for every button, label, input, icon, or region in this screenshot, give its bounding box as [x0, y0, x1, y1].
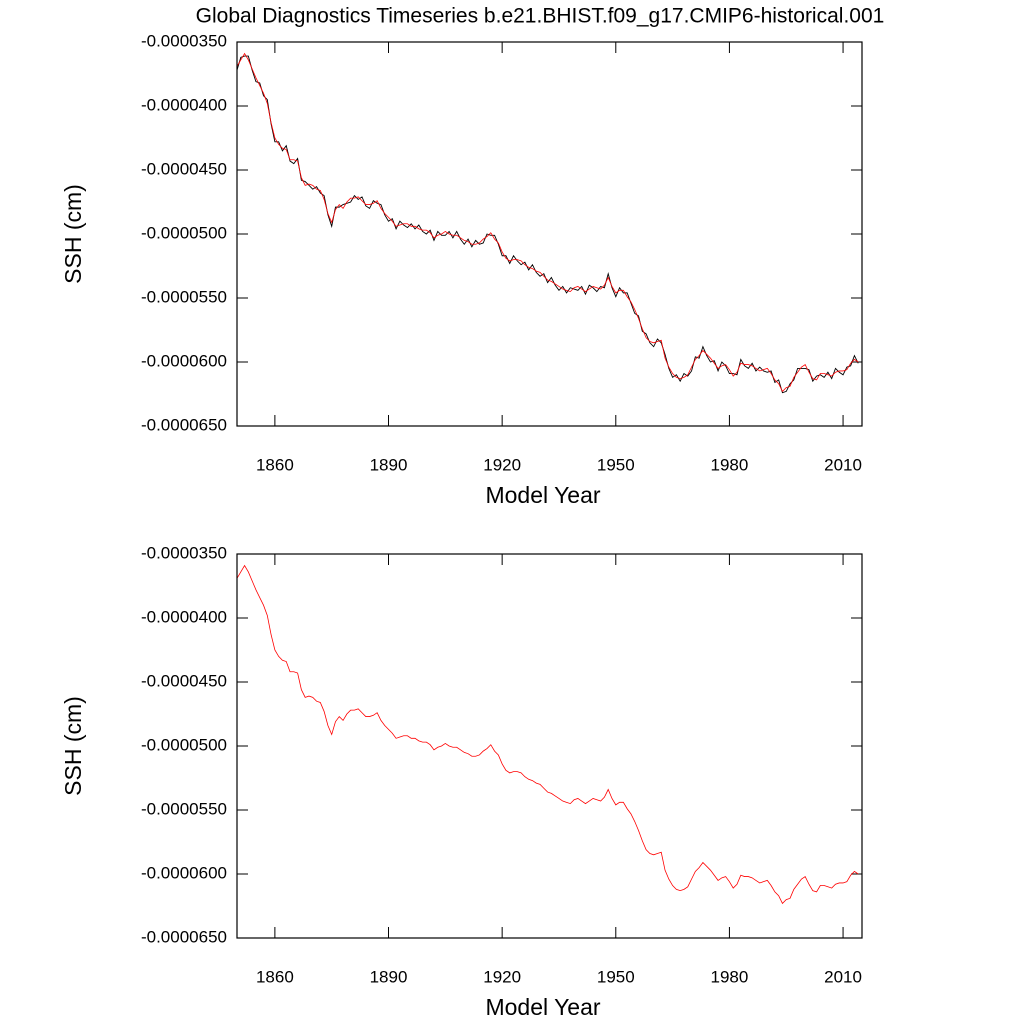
x-tick-label: 2010 [824, 455, 862, 474]
x-axis-label: Model Year [485, 482, 600, 508]
x-tick-label: 1860 [256, 967, 294, 986]
x-tick-label: 1980 [711, 455, 749, 474]
y-tick-label: -0.0000350 [141, 31, 227, 50]
y-tick-label: -0.0000650 [141, 927, 227, 946]
y-tick-label: -0.0000600 [141, 863, 227, 882]
y-axis-label: SSH (cm) [60, 184, 86, 284]
y-tick-label: -0.0000650 [141, 415, 227, 434]
x-tick-label: 1950 [597, 455, 635, 474]
x-tick-label: 1920 [483, 455, 521, 474]
y-tick-label: -0.0000450 [141, 159, 227, 178]
chart-title: Global Diagnostics Timeseries b.e21.BHIS… [196, 5, 885, 28]
y-tick-label: -0.0000450 [141, 671, 227, 690]
y-tick-label: -0.0000400 [141, 607, 227, 626]
x-tick-label: 1950 [597, 967, 635, 986]
series-line [236, 55, 859, 394]
x-tick-label: 1890 [370, 455, 408, 474]
series-line [236, 52, 859, 393]
x-tick-label: 1920 [483, 967, 521, 986]
y-tick-label: -0.0000400 [141, 95, 227, 114]
x-axis-label: Model Year [485, 994, 600, 1020]
y-tick-label: -0.0000350 [141, 543, 227, 562]
y-axis-label: SSH (cm) [60, 696, 86, 796]
x-tick-label: 1890 [370, 967, 408, 986]
plot-frame [236, 553, 863, 939]
x-tick-label: 1980 [711, 967, 749, 986]
y-tick-label: -0.0000600 [141, 351, 227, 370]
y-tick-label: -0.0000550 [141, 799, 227, 818]
y-tick-label: -0.0000550 [141, 287, 227, 306]
series-line [236, 564, 859, 905]
x-tick-label: 2010 [824, 967, 862, 986]
plot-frame [236, 41, 863, 427]
y-tick-label: -0.0000500 [141, 223, 227, 242]
x-tick-label: 1860 [256, 455, 294, 474]
y-tick-label: -0.0000500 [141, 735, 227, 754]
